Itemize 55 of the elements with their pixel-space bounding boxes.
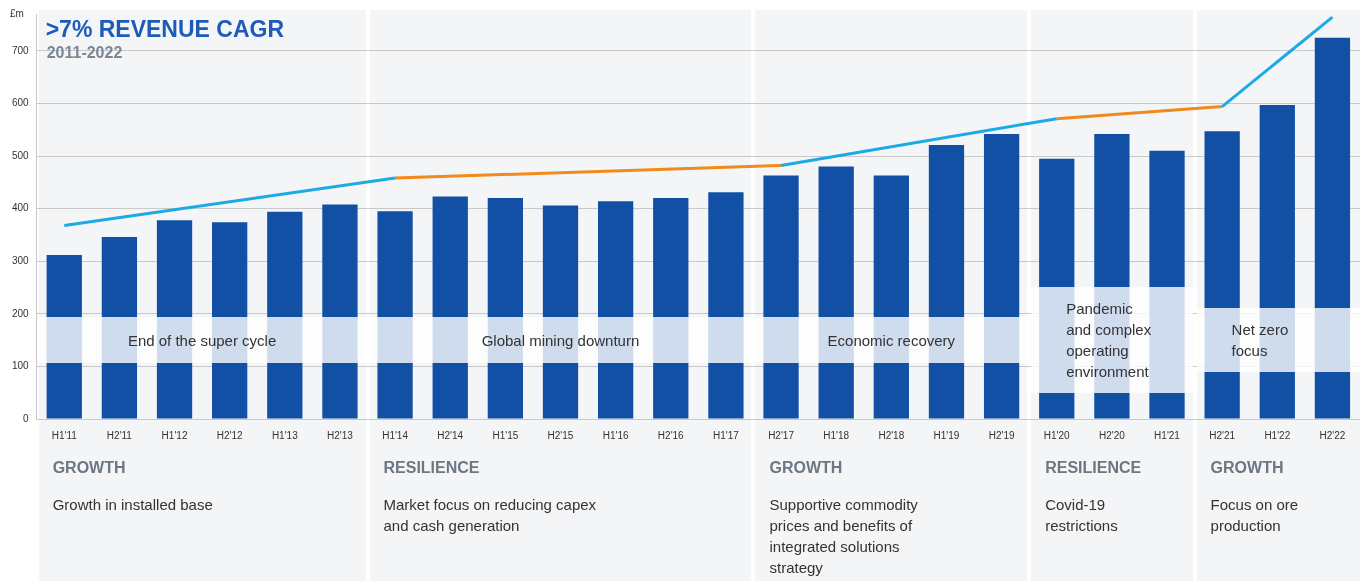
x-tick-label: H1'11 <box>51 429 78 441</box>
x-tick-label: H1'17 <box>713 429 740 441</box>
x-tick-label: H2'18 <box>878 429 905 441</box>
x-tick-label: H2'19 <box>988 429 1015 441</box>
y-tick-label: 100 <box>12 360 30 372</box>
x-tick-label: H1'12 <box>161 429 188 441</box>
y-axis-title: £m <box>10 8 24 19</box>
x-tick-label: H1'14 <box>382 429 409 441</box>
y-tick-label: 200 <box>12 307 30 319</box>
label-backdrop: End of the super cycle <box>38 317 366 364</box>
annotation: End of the super cycle <box>127 330 277 351</box>
text: RESILIENCE <box>1045 459 1142 477</box>
text: Covid-19 restrictions <box>1045 495 1119 536</box>
x-tick-label: H1'20 <box>1043 429 1071 441</box>
x-tick-label: H1'22 <box>1264 429 1291 441</box>
x-tick-label: H2'22 <box>1319 429 1346 441</box>
annotation: Net zero focus <box>1231 320 1290 362</box>
x-tick-label: H2'12 <box>216 429 244 441</box>
text: 2011-2022 <box>46 44 123 62</box>
x-tick-label: H1'19 <box>933 429 960 441</box>
label-backdrop: Economic recovery <box>755 317 1028 364</box>
text: Supportive commodity prices and benefits of integrated solutions strategy <box>769 495 919 578</box>
x-tick-label: H1'16 <box>602 429 629 441</box>
y-tick-label: 400 <box>12 202 30 214</box>
text: Market focus on reducing capex and cash generation <box>383 495 598 536</box>
x-tick-label: H1'21 <box>1154 429 1181 441</box>
text: Focus on ore production <box>1210 495 1300 536</box>
annotation: Economic recovery <box>827 330 956 351</box>
y-tick-label: 600 <box>12 97 30 109</box>
x-tick-label: H2'15 <box>547 429 574 441</box>
x-tick-label: H2'17 <box>768 429 795 441</box>
x-tick-label: H2'11 <box>106 429 133 441</box>
label-backdrop: Global mining downturn <box>369 317 752 364</box>
text: Growth in installed base <box>52 495 214 515</box>
x-tick-label: H2'16 <box>657 429 685 441</box>
annotation: Global mining downturn <box>481 330 640 351</box>
x-tick-label: H1'15 <box>492 429 519 441</box>
x-tick-label: H2'14 <box>437 429 464 441</box>
chart-title: >7% REVENUE CAGR <box>45 16 285 43</box>
y-tick-label: 500 <box>12 149 30 161</box>
text: GROWTH <box>1210 459 1284 477</box>
text: GROWTH <box>769 459 843 477</box>
text: RESILIENCE <box>383 459 480 477</box>
y-tick-label: 300 <box>12 254 30 266</box>
y-tick-label: 700 <box>12 44 30 56</box>
x-tick-label: H2'21 <box>1209 429 1236 441</box>
x-tick-label: H2'20 <box>1098 429 1126 441</box>
annotation: Pandemic and complex operating environment <box>1066 299 1153 383</box>
x-tick-label: H2'13 <box>327 429 354 441</box>
y-tick-label: 0 <box>23 412 30 424</box>
label-backdrop: Pandemic and complex operating environment <box>1031 287 1193 394</box>
label-backdrop: Net zero focus <box>1196 308 1360 373</box>
text: GROWTH <box>52 459 126 477</box>
x-tick-label: H1'18 <box>823 429 850 441</box>
x-tick-label: H1'13 <box>271 429 299 441</box>
